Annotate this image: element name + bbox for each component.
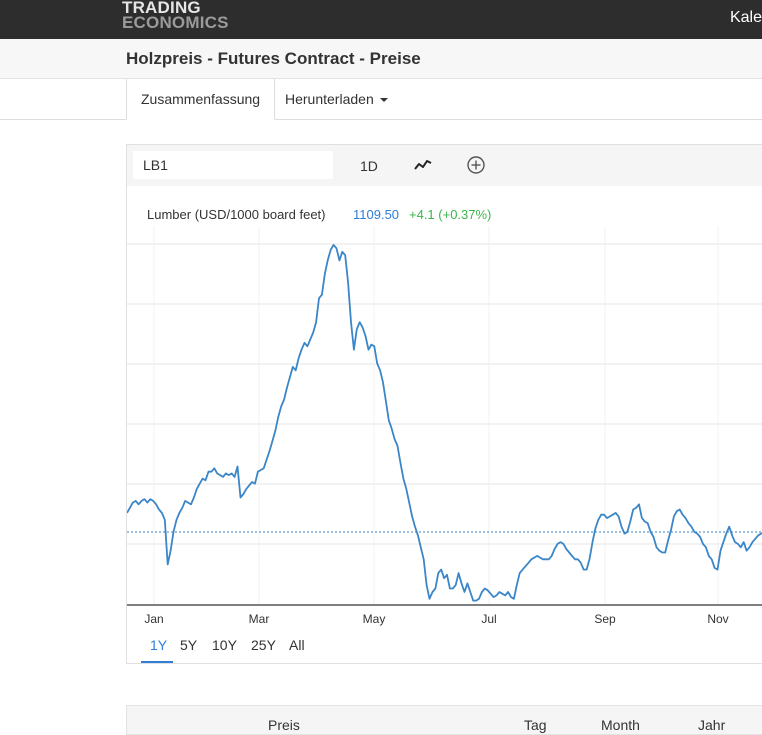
- column-header-month: Month: [601, 717, 640, 733]
- page-title: Holzpreis - Futures Contract - Preise: [126, 49, 421, 68]
- nav-item-calendar[interactable]: Kale: [729, 9, 762, 26]
- column-header-price: Preis: [268, 717, 300, 733]
- chart-container: 1D Jan Mar May Jul Sep Nov Lumber (USD/1000 b…: [126, 144, 762, 664]
- range-all[interactable]: All: [289, 637, 305, 653]
- tab-download-label: Herunterladen: [285, 91, 374, 107]
- x-tick-label: Mar: [249, 612, 270, 626]
- x-tick-label: May: [363, 612, 386, 626]
- caret-down-icon: [379, 98, 388, 103]
- top-navbar: TRADING ECONOMICS Kale: [0, 0, 762, 39]
- series-line-lumber: [127, 244, 762, 602]
- logo-line1: TRADING: [122, 0, 201, 17]
- tab-summary-label: Zusammenfassung: [141, 91, 261, 107]
- column-header-day: Tag: [524, 717, 547, 733]
- column-header-year: Jahr: [698, 717, 726, 733]
- trading-economics-logo[interactable]: TRADING ECONOMICS: [122, 0, 229, 32]
- interval-selector[interactable]: 1D: [360, 158, 378, 174]
- price-chart[interactable]: Jan Mar May Jul Sep Nov Lumber (USD/1000 boar…: [127, 186, 762, 626]
- title-bar: Holzpreis - Futures Contract - Preise: [0, 39, 762, 79]
- range-5y[interactable]: 5Y: [180, 637, 198, 653]
- x-tick-label: Nov: [707, 612, 728, 626]
- legend-label: Lumber (USD/1000 board feet): [147, 207, 325, 222]
- range-10y[interactable]: 10Y: [212, 637, 237, 653]
- tab-download[interactable]: Herunterladen: [271, 79, 402, 120]
- active-range-underline: [141, 661, 173, 663]
- symbol-input[interactable]: [133, 151, 333, 179]
- chart-toolbar: 1D: [127, 145, 762, 186]
- price-table-header: Preis Tag Month Jahr: [126, 705, 762, 735]
- range-25y[interactable]: 25Y: [251, 637, 276, 653]
- legend-change: +4.1 (+0.37%): [409, 207, 491, 222]
- tab-bar: Zusammenfassung Herunterladen: [0, 79, 762, 120]
- legend-price: 1109.50: [353, 207, 399, 222]
- x-tick-label: Jan: [144, 612, 163, 626]
- line-chart-icon[interactable]: [413, 155, 433, 175]
- logo-line2: ECONOMICS: [122, 13, 229, 32]
- x-tick-label: Sep: [594, 612, 616, 626]
- tab-summary[interactable]: Zusammenfassung: [126, 79, 276, 120]
- x-tick-label: Jul: [481, 612, 496, 626]
- range-1y[interactable]: 1Y: [150, 637, 168, 653]
- add-circle-icon[interactable]: [466, 155, 486, 175]
